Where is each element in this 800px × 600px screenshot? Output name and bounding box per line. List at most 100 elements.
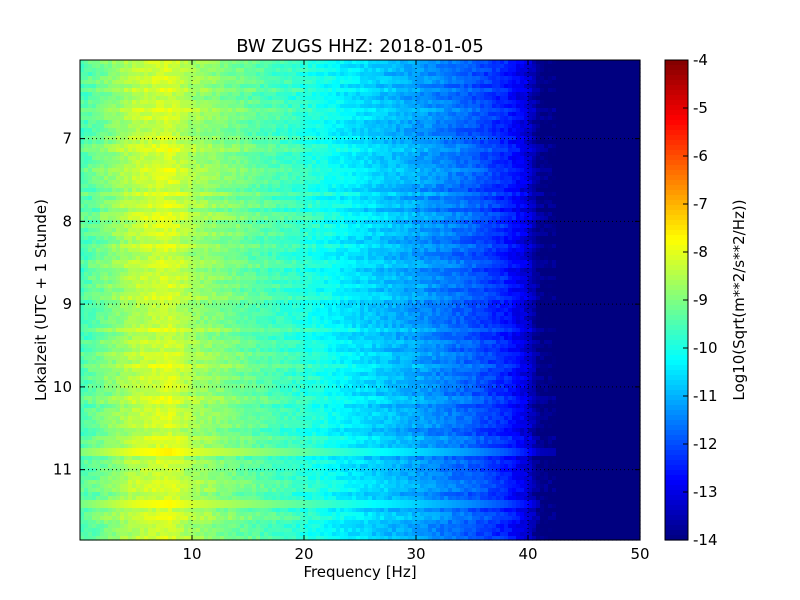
heatmap-cell	[280, 60, 285, 65]
heatmap-cell	[96, 196, 101, 201]
heatmap-cell	[416, 140, 421, 145]
heatmap-cell	[348, 148, 353, 153]
heatmap-cell	[248, 132, 253, 137]
heatmap-cell	[216, 104, 221, 109]
heatmap-cell	[312, 108, 317, 113]
heatmap-cell	[240, 176, 245, 181]
heatmap-cell	[408, 136, 413, 141]
heatmap-cell	[396, 60, 401, 65]
heatmap-cell	[512, 124, 517, 129]
heatmap-cell	[428, 72, 433, 77]
heatmap-cell	[516, 176, 521, 181]
heatmap-cell	[352, 96, 357, 101]
heatmap-cell	[92, 184, 97, 189]
heatmap-cell	[528, 84, 533, 89]
heatmap-cell	[180, 124, 185, 129]
heatmap-cell	[432, 136, 437, 141]
heatmap-cell	[108, 88, 113, 93]
heatmap-cell	[596, 140, 601, 145]
heatmap-cell	[168, 168, 173, 173]
heatmap-cell	[596, 188, 601, 193]
heatmap-cell	[408, 156, 413, 161]
heatmap-cell	[160, 104, 165, 109]
heatmap-cell	[168, 128, 173, 133]
heatmap-cell	[388, 156, 393, 161]
heatmap-cell	[344, 96, 349, 101]
heatmap-cell	[124, 132, 129, 137]
heatmap-cell	[588, 136, 593, 141]
heatmap-cell	[368, 192, 373, 197]
heatmap-cell	[592, 60, 597, 65]
heatmap-cell	[288, 176, 293, 181]
heatmap-cell	[188, 132, 193, 137]
heatmap-cell	[624, 80, 629, 85]
heatmap-cell	[472, 76, 477, 81]
heatmap-cell	[572, 120, 577, 125]
heatmap-cell	[428, 172, 433, 177]
heatmap-cell	[340, 120, 345, 125]
heatmap-cell	[632, 184, 637, 189]
heatmap-cell	[372, 200, 377, 205]
heatmap-cell	[612, 112, 617, 117]
heatmap-cell	[536, 188, 541, 193]
heatmap-cell	[332, 140, 337, 145]
heatmap-cell	[400, 108, 405, 113]
heatmap-cell	[240, 180, 245, 185]
heatmap-cell	[348, 200, 353, 205]
heatmap-cell	[296, 148, 301, 153]
heatmap-cell	[256, 128, 261, 133]
heatmap-cell	[336, 176, 341, 181]
heatmap-cell	[412, 172, 417, 177]
heatmap-cell	[532, 156, 537, 161]
heatmap-cell	[412, 168, 417, 173]
heatmap-cell	[396, 184, 401, 189]
heatmap-cell	[296, 184, 301, 189]
heatmap-cell	[592, 76, 597, 81]
heatmap-cell	[528, 188, 533, 193]
heatmap-cell	[232, 64, 237, 69]
heatmap-cell	[336, 92, 341, 97]
heatmap-cell	[132, 96, 137, 101]
heatmap-cell	[488, 88, 493, 93]
heatmap-cell	[236, 196, 241, 201]
heatmap-cell	[316, 120, 321, 125]
heatmap-cell	[428, 60, 433, 65]
heatmap-cell	[164, 64, 169, 69]
heatmap-cell	[592, 116, 597, 121]
heatmap-cell	[436, 120, 441, 125]
heatmap-cell	[156, 180, 161, 185]
heatmap-cell	[260, 200, 265, 205]
heatmap-cell	[164, 116, 169, 121]
heatmap-cell	[612, 192, 617, 197]
heatmap-cell	[232, 100, 237, 105]
heatmap-cell	[352, 112, 357, 117]
heatmap-cell	[272, 164, 277, 169]
heatmap-cell	[264, 156, 269, 161]
heatmap-cell	[108, 164, 113, 169]
heatmap-cell	[520, 100, 525, 105]
heatmap-cell	[336, 88, 341, 93]
heatmap-cell	[208, 104, 213, 109]
heatmap-cell	[572, 128, 577, 133]
heatmap-cell	[356, 164, 361, 169]
heatmap-cell	[356, 200, 361, 205]
heatmap-cell	[140, 76, 145, 81]
heatmap-cell	[368, 172, 373, 177]
heatmap-cell	[404, 120, 409, 125]
heatmap-cell	[576, 164, 581, 169]
heatmap-cell	[192, 96, 197, 101]
heatmap-cell	[312, 136, 317, 141]
heatmap-cell	[632, 84, 637, 89]
heatmap-cell	[276, 168, 281, 173]
heatmap-cell	[284, 156, 289, 161]
heatmap-cell	[124, 72, 129, 77]
heatmap-cell	[156, 92, 161, 97]
heatmap-cell	[268, 188, 273, 193]
heatmap-cell	[500, 128, 505, 133]
heatmap-cell	[92, 188, 97, 193]
heatmap-cell	[364, 60, 369, 65]
heatmap-cell	[460, 136, 465, 141]
heatmap-cell	[544, 160, 549, 165]
heatmap-cell	[124, 148, 129, 153]
heatmap-cell	[580, 100, 585, 105]
